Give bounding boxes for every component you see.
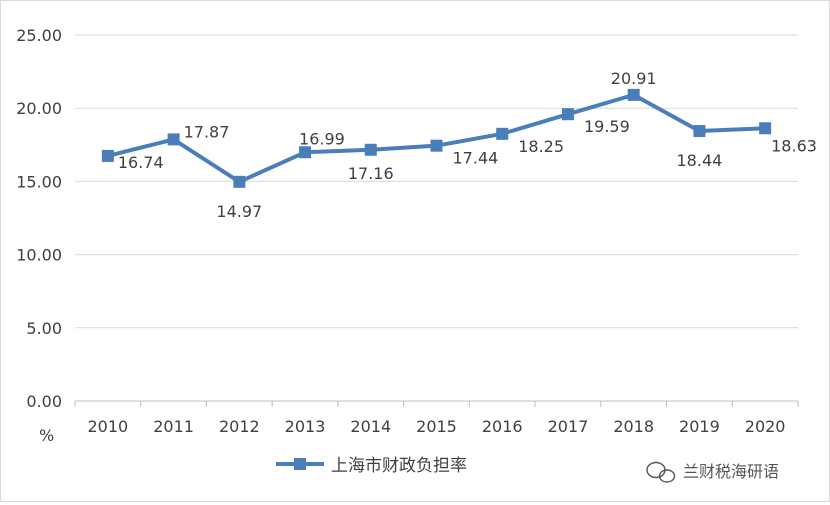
y-tick-label: 5.00 <box>26 319 62 338</box>
data-label: 19.59 <box>584 117 630 136</box>
x-tick-label: 2012 <box>219 417 260 436</box>
data-label: 17.16 <box>348 164 394 183</box>
data-label: 14.97 <box>216 202 262 221</box>
data-point-marker <box>561 108 574 121</box>
data-label: 18.25 <box>518 137 564 156</box>
y-tick-label: 10.00 <box>16 246 62 265</box>
data-label: 16.99 <box>299 129 345 148</box>
y-tick-label: 15.00 <box>16 172 62 191</box>
data-point-marker <box>101 149 114 162</box>
x-tick-label: 2017 <box>548 417 589 436</box>
data-point-marker <box>364 143 377 156</box>
data-point-marker <box>299 146 312 159</box>
x-tick-label: 2020 <box>745 417 786 436</box>
data-point-marker <box>167 133 180 146</box>
wechat-icon <box>646 461 676 483</box>
watermark-text: 兰财税海研语 <box>683 462 779 481</box>
x-tick-label: 2016 <box>482 417 523 436</box>
data-label: 16.74 <box>118 153 164 172</box>
data-point-marker <box>430 139 443 152</box>
x-tick-label: 2011 <box>153 417 194 436</box>
data-point-marker <box>693 125 706 138</box>
x-tick-label: 2013 <box>285 417 326 436</box>
x-axis-tick-labels: 2010 2011 2012 2013 2014 2015 2016 2017 2018 2019… <box>88 417 786 436</box>
data-point-marker <box>759 122 772 135</box>
data-point-marker <box>496 127 509 140</box>
watermark: 兰财税海研语 <box>646 461 779 483</box>
data-point-marker <box>233 175 246 188</box>
data-label: 17.44 <box>453 149 499 168</box>
x-tick-label: 2018 <box>613 417 654 436</box>
legend-entry: 上海市财政负担率 <box>331 456 467 476</box>
data-label: 20.91 <box>611 69 657 88</box>
legend: 上海市财政负担率 <box>276 456 467 476</box>
y-tick-label: 20.00 <box>16 99 62 118</box>
x-tick-label: 2010 <box>88 417 129 436</box>
x-tick-label: 2014 <box>350 417 391 436</box>
series-markers <box>101 88 772 188</box>
legend-marker-swatch <box>294 458 306 470</box>
data-label: 18.63 <box>771 136 817 155</box>
x-tick-label: 2015 <box>416 417 457 436</box>
data-label: 18.44 <box>677 151 723 170</box>
y-tick-label: 0.00 <box>26 392 62 411</box>
y-axis-unit: % <box>39 426 54 445</box>
data-point-marker <box>627 88 640 101</box>
data-label: 17.87 <box>184 122 230 141</box>
y-tick-label: 25.00 <box>16 26 62 45</box>
x-tick-label: 2019 <box>679 417 720 436</box>
gridlines <box>74 34 799 407</box>
y-axis-tick-labels: 0.00 5.00 10.00 15.00 20.00 25.00 <box>16 26 62 411</box>
